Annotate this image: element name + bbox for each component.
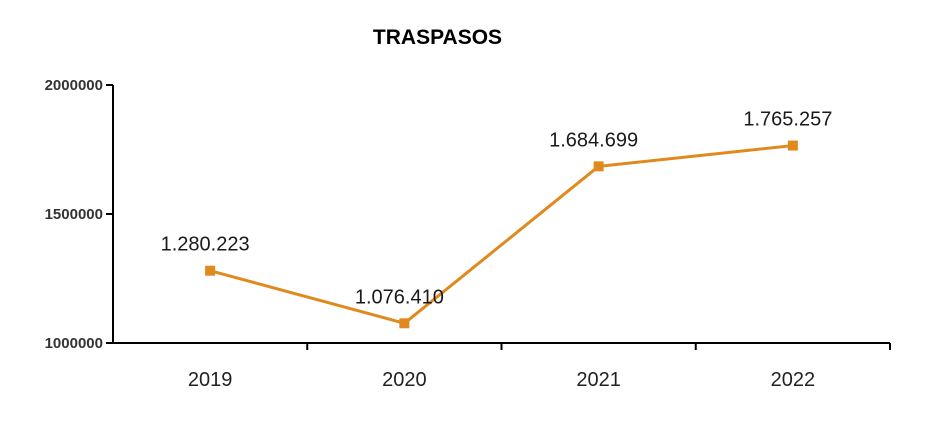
data-label: 1.684.699 <box>549 129 638 151</box>
x-tick-label: 2019 <box>188 369 233 391</box>
data-labels: 1.280.223 1.076.410 1.684.699 1.765.257 <box>161 109 833 309</box>
x-tick-label: 2022 <box>771 369 816 391</box>
x-tick-label: 2020 <box>382 369 427 391</box>
x-tick-label: 2021 <box>576 369 621 391</box>
y-tick-label: 1500000 <box>45 206 103 223</box>
data-label: 1.076.410 <box>355 286 444 308</box>
axes: 1000000 1500000 2000000 2019 2020 2021 2022 <box>45 77 891 391</box>
data-label: 1.280.223 <box>161 234 250 256</box>
data-label: 1.765.257 <box>743 109 832 131</box>
data-point-marker <box>593 161 604 172</box>
data-point-marker <box>205 265 216 276</box>
y-tick-label: 1000000 <box>45 335 103 352</box>
chart-title: TRASPASOS <box>372 26 503 49</box>
data-point-marker <box>787 140 798 151</box>
series-line <box>209 144 794 325</box>
y-tick-label: 2000000 <box>45 77 103 94</box>
series-traspasos <box>205 140 798 329</box>
data-point-marker <box>399 318 410 329</box>
